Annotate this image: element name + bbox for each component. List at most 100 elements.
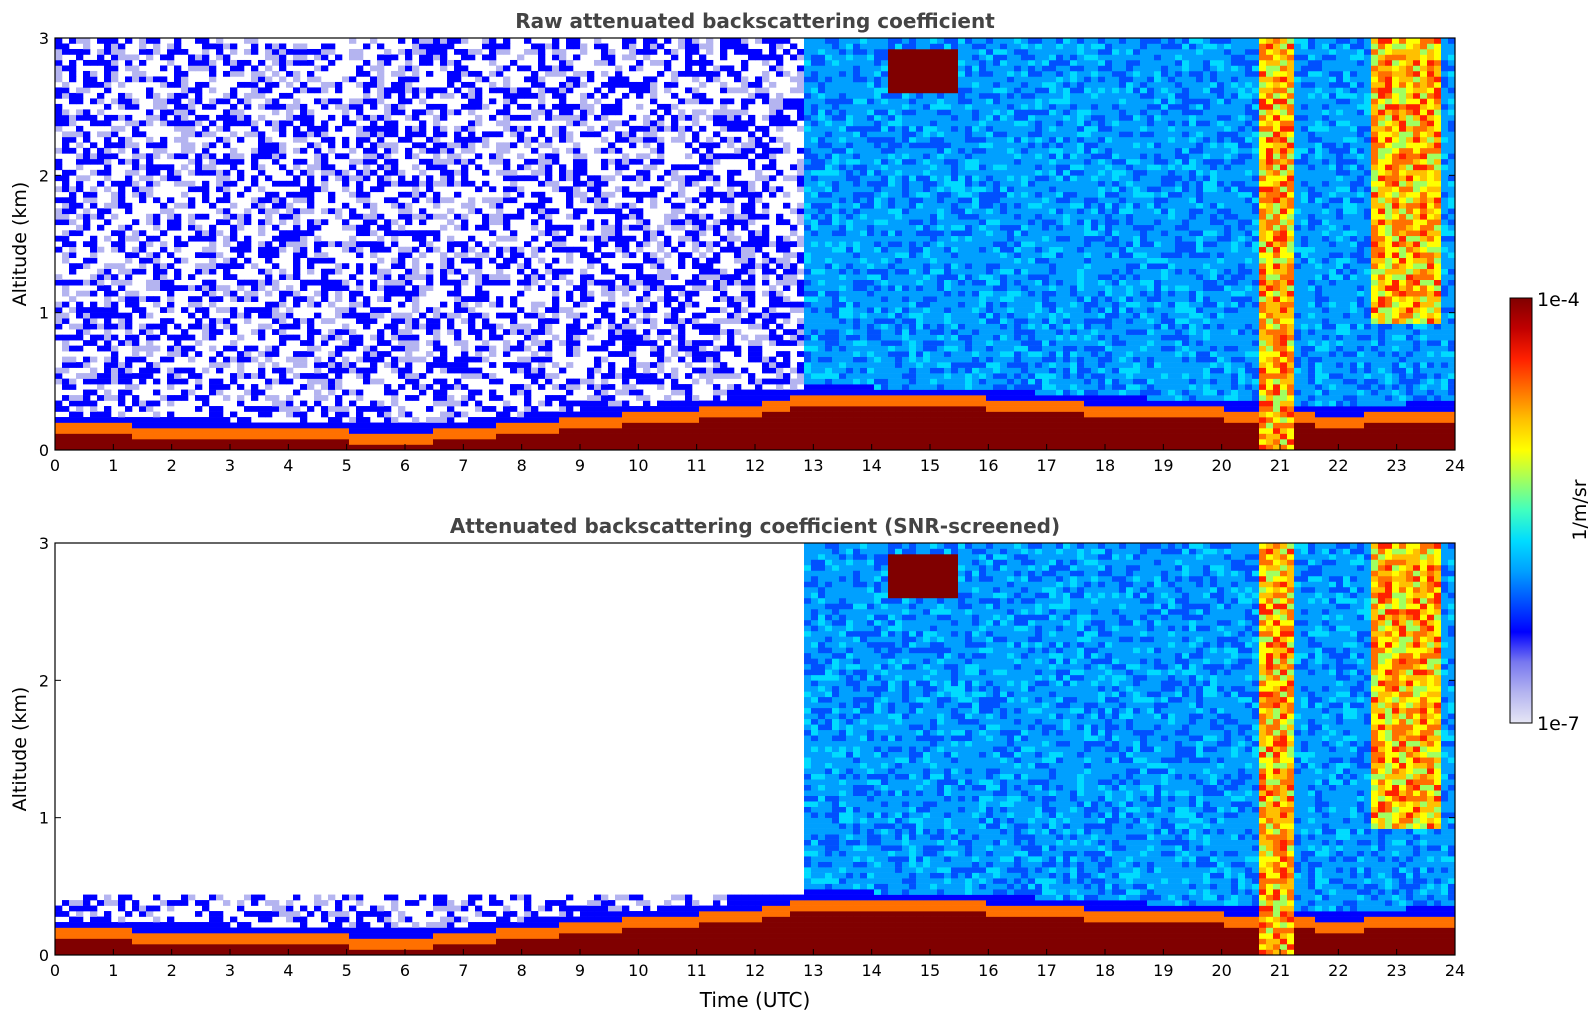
heatmap-cell	[615, 329, 623, 335]
heatmap-cell	[503, 191, 511, 198]
heatmap-cell	[538, 285, 546, 291]
heatmap-cell	[419, 433, 427, 440]
heatmap-cell	[237, 81, 245, 88]
heatmap-cell	[517, 268, 525, 275]
heatmap-cell	[83, 213, 91, 220]
heatmap-cell	[734, 307, 742, 313]
heatmap-cell	[468, 103, 476, 110]
heatmap-cell	[783, 38, 791, 44]
heatmap-cell	[685, 395, 693, 401]
heatmap-cell	[328, 378, 336, 385]
heatmap-cell	[573, 422, 581, 429]
heatmap-cell	[447, 169, 455, 176]
heatmap-cell	[237, 224, 245, 231]
heatmap-cell	[398, 384, 406, 390]
heatmap-cell	[230, 48, 238, 55]
heatmap-cell	[167, 411, 175, 418]
heatmap-cell	[573, 246, 581, 253]
heatmap-cell	[237, 395, 245, 401]
heatmap-cell	[776, 186, 784, 193]
heatmap-cell	[118, 263, 126, 270]
heatmap-cell	[230, 345, 238, 352]
heatmap-cell	[90, 389, 98, 396]
heatmap-cell	[706, 191, 714, 198]
heatmap-cell	[706, 169, 714, 176]
heatmap-cell	[685, 230, 693, 237]
heatmap-cell	[517, 191, 525, 198]
heatmap-cell	[587, 235, 595, 242]
heatmap-cell	[153, 367, 161, 374]
heatmap-cell	[440, 301, 448, 308]
heatmap-cell	[608, 87, 616, 94]
heatmap-cell	[636, 340, 644, 346]
heatmap-cell	[230, 92, 238, 99]
heatmap-cell	[356, 373, 364, 379]
heatmap-cell	[769, 444, 777, 451]
heatmap-cell	[237, 417, 245, 423]
heatmap-cell	[797, 334, 805, 341]
heatmap-cell	[118, 224, 126, 231]
heatmap-cell	[783, 395, 791, 401]
heatmap-cell	[762, 406, 770, 412]
heatmap-cell	[104, 329, 112, 335]
heatmap-cell	[230, 444, 238, 451]
heatmap-cell	[622, 329, 630, 335]
heatmap-cell	[174, 175, 182, 182]
heatmap-cell	[783, 202, 791, 209]
heatmap-cell	[685, 340, 693, 346]
heatmap-cell	[573, 345, 581, 352]
heatmap-cell	[349, 290, 357, 297]
heatmap-cell	[713, 230, 721, 237]
heatmap-cell	[538, 76, 546, 83]
heatmap-cell	[321, 98, 329, 105]
heatmap-cell	[657, 351, 665, 357]
heatmap-cell	[818, 230, 826, 237]
heatmap-cell	[531, 411, 539, 418]
heatmap-cell	[69, 378, 77, 385]
heatmap-cell	[720, 235, 728, 242]
heatmap-cell	[559, 433, 567, 440]
heatmap-cell	[188, 417, 196, 423]
heatmap-cell	[601, 241, 609, 248]
heatmap-cell	[797, 109, 805, 116]
heatmap-cell	[573, 54, 581, 61]
heatmap-cell	[314, 433, 322, 440]
heatmap-cell	[601, 191, 609, 198]
heatmap-cell	[559, 59, 567, 66]
heatmap-cell	[510, 235, 518, 242]
heatmap-cell	[230, 428, 238, 434]
heatmap-cell	[608, 318, 616, 324]
heatmap-cell	[496, 378, 504, 385]
heatmap-cell	[398, 263, 406, 270]
heatmap-cell	[174, 109, 182, 116]
heatmap-cell	[769, 241, 777, 248]
heatmap-cell	[783, 268, 791, 275]
heatmap-cell	[69, 219, 77, 226]
heatmap-cell	[636, 411, 644, 418]
heatmap-cell	[97, 180, 105, 187]
heatmap-cell	[496, 279, 504, 286]
heatmap-cell	[678, 400, 686, 407]
heatmap-cell	[216, 263, 224, 270]
heatmap-cell	[461, 70, 469, 77]
heatmap-cell	[559, 428, 567, 434]
heatmap-cell	[552, 38, 560, 44]
heatmap-cell	[181, 48, 189, 55]
heatmap-cell	[573, 186, 581, 193]
heatmap-cell	[167, 224, 175, 231]
heatmap-cell	[419, 59, 427, 66]
heatmap-cell	[447, 417, 455, 423]
heatmap-cell	[90, 367, 98, 374]
heatmap-cell	[251, 125, 259, 132]
heatmap-cell	[440, 147, 448, 154]
heatmap-cell	[748, 301, 756, 308]
heatmap-cell	[230, 65, 238, 72]
heatmap-cell	[811, 213, 819, 220]
heatmap-cell	[286, 422, 294, 429]
heatmap-cell	[237, 59, 245, 66]
heatmap-cell	[818, 268, 826, 275]
heatmap-cell	[489, 202, 497, 209]
heatmap-cell	[524, 406, 532, 412]
heatmap-cell	[370, 186, 378, 193]
heatmap-cell	[671, 367, 679, 374]
